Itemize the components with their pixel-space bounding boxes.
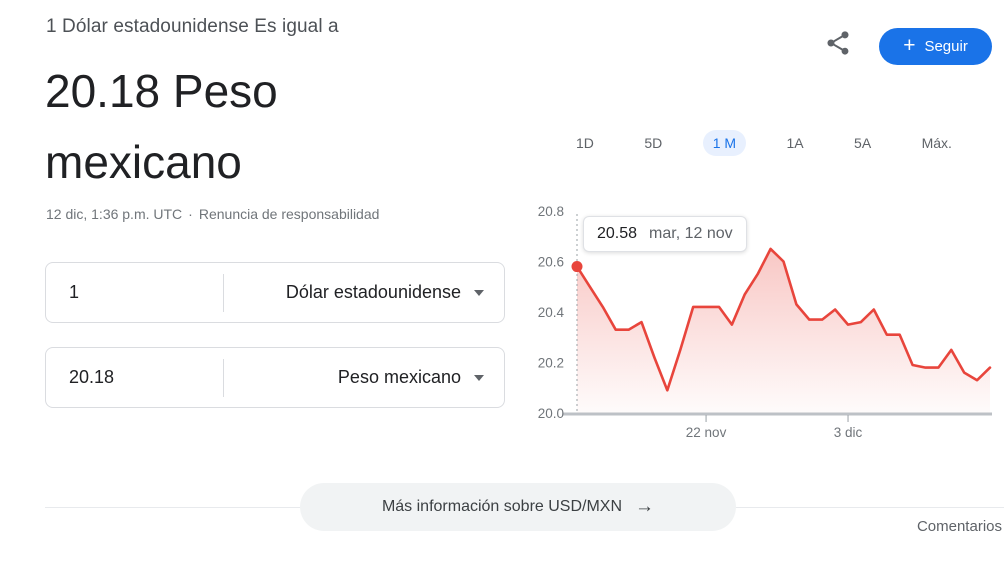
chart-line xyxy=(575,247,992,392)
to-amount-input[interactable]: 20.18 xyxy=(69,367,115,387)
chevron-down-icon xyxy=(474,374,484,381)
tab-max[interactable]: Máx. xyxy=(921,135,952,151)
y-axis-label: 20.0 xyxy=(538,406,564,421)
more-info-button[interactable]: Más información sobre USD/MXN → xyxy=(300,483,736,531)
follow-button[interactable]: + Seguir xyxy=(879,28,992,65)
converter-from-row: 1 Dólar estadounidense xyxy=(45,262,505,323)
input-divider xyxy=(223,274,224,312)
from-amount-input[interactable]: 1 xyxy=(69,282,80,302)
meta-line: 12 dic, 1:36 p.m. UTC · Renuncia de resp… xyxy=(46,206,379,222)
follow-button-label: Seguir xyxy=(924,38,968,55)
chart-highlight-dot xyxy=(571,261,583,273)
x-axis-baseline xyxy=(563,412,992,416)
tab-1d[interactable]: 1D xyxy=(576,135,594,151)
chart-area-fill xyxy=(577,248,990,413)
conversion-subtitle: 1 Dólar estadounidense Es igual a xyxy=(46,16,339,37)
timestamp: 12 dic, 1:36 p.m. UTC xyxy=(46,206,183,222)
x-axis-label: 3 dic xyxy=(834,425,863,440)
y-axis-label: 20.6 xyxy=(538,255,564,270)
tooltip-date: mar, 12 nov xyxy=(649,225,733,242)
y-axis-label: 20.8 xyxy=(538,204,564,219)
input-divider xyxy=(223,359,224,397)
meta-separator: · xyxy=(188,206,193,222)
share-button[interactable] xyxy=(820,27,856,63)
chart-canvas[interactable]: 20.8 20.6 20.4 20.2 20.0 22 nov 3 dic xyxy=(520,200,1004,450)
from-currency-label: Dólar estadounidense xyxy=(285,282,461,302)
more-info-label: Más información sobre USD/MXN xyxy=(381,498,623,515)
chart-range-tabs: 1D 5D 1 M 1A 5A Máx. xyxy=(566,130,962,156)
chart-tooltip: 20.58 mar, 12 nov xyxy=(583,216,747,252)
converter-to-row: 20.18 Peso mexicano xyxy=(45,347,505,408)
to-currency-label: Peso mexicano xyxy=(337,367,461,387)
conversion-result-title: 20.18 Peso mexicano xyxy=(45,65,278,188)
feedback-link[interactable]: Comentarios xyxy=(916,518,1002,535)
to-currency-dropdown[interactable]: Peso mexicano xyxy=(338,367,484,388)
tab-1a[interactable]: 1A xyxy=(786,135,804,151)
tab-1m[interactable]: 1 M xyxy=(702,130,747,156)
y-axis-label: 20.2 xyxy=(538,356,564,371)
plus-icon: + xyxy=(903,34,916,57)
share-icon xyxy=(824,29,852,62)
from-currency-dropdown[interactable]: Dólar estadounidense xyxy=(286,282,484,303)
disclaimer-link[interactable]: Renuncia de responsabilidad xyxy=(198,206,380,222)
tab-5d[interactable]: 5D xyxy=(644,135,663,151)
tooltip-value: 20.58 xyxy=(597,225,638,242)
chevron-down-icon xyxy=(474,289,484,296)
x-axis-label: 22 nov xyxy=(686,425,727,440)
y-axis-label: 20.4 xyxy=(538,305,565,320)
tab-5a[interactable]: 5A xyxy=(854,135,872,151)
arrow-right-icon: → xyxy=(635,496,655,517)
exchange-rate-chart[interactable]: 20.8 20.6 20.4 20.2 20.0 22 nov 3 dic 20.58 ma… xyxy=(520,200,1004,450)
